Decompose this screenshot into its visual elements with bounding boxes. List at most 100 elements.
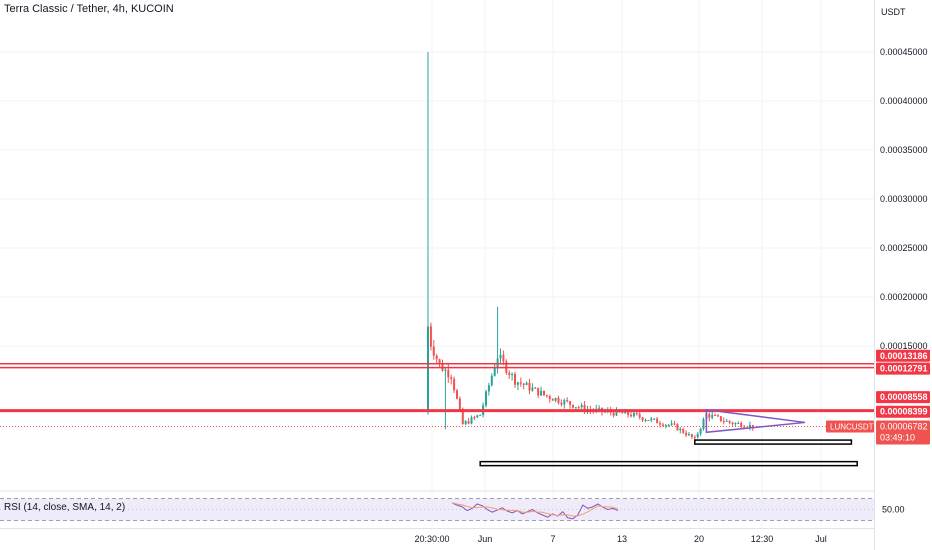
candle [438, 358, 441, 368]
candle [737, 421, 740, 425]
rsi-line [451, 502, 619, 520]
candle-body [528, 382, 531, 391]
candle [531, 383, 534, 392]
candle [731, 421, 734, 426]
candle-body [615, 409, 618, 416]
candle-body [574, 407, 577, 409]
candle-body [673, 423, 676, 425]
candle-body [670, 423, 673, 425]
candle-body [447, 369, 450, 378]
candle [722, 417, 725, 425]
candle-body [444, 369, 447, 371]
candle-body [696, 433, 699, 438]
candle-body [461, 409, 464, 425]
candle-body [560, 402, 563, 405]
candle [641, 416, 644, 422]
level-tag: 0.00012791 [876, 362, 930, 375]
candle-body [676, 423, 679, 431]
candle-body [714, 415, 717, 417]
time-tick-label: 20:30:00 [414, 534, 449, 544]
candle-body [514, 374, 516, 385]
candle-body [659, 423, 661, 425]
candle-body [540, 390, 543, 396]
price-tick-label: 0.00035000 [880, 145, 928, 155]
candle [511, 372, 514, 381]
support-rectangle-lower [479, 460, 858, 467]
candle-body [682, 428, 685, 433]
candle-body [525, 382, 528, 385]
candle-body [725, 420, 728, 422]
support-rectangle-upper [694, 439, 853, 445]
price-tick-label: 0.00025000 [880, 243, 928, 253]
candle [664, 424, 667, 429]
candle-body [635, 412, 638, 415]
candle [543, 390, 545, 397]
candle [685, 430, 688, 438]
candle-body [519, 382, 522, 384]
level-tag-text: 0.00012791 [880, 364, 928, 374]
candle [635, 412, 638, 416]
candle [728, 420, 731, 425]
level-tag: 0.00013186 [876, 349, 930, 362]
candle [456, 388, 458, 400]
candle-body [435, 355, 438, 360]
candle [551, 398, 554, 401]
candle-body [647, 420, 650, 422]
candle [566, 397, 569, 403]
candle-body [580, 404, 583, 408]
candle-body [511, 374, 514, 376]
level-tag-bg [876, 349, 930, 362]
candle-body [476, 415, 479, 418]
candle-body [688, 434, 690, 436]
candle-body [702, 419, 705, 429]
candle-body [577, 407, 580, 409]
candle [508, 370, 511, 379]
candle-body [685, 432, 688, 436]
candle-body [624, 411, 627, 414]
candle [572, 404, 574, 409]
candle [493, 363, 496, 377]
candle [470, 415, 473, 425]
candle [580, 402, 583, 409]
candle-body [722, 421, 725, 423]
candle-body [711, 415, 714, 418]
candle [699, 427, 702, 437]
candle [453, 376, 456, 394]
candle-body [630, 414, 632, 417]
candle [661, 422, 664, 427]
candle-body [563, 400, 566, 405]
ticker-label: LUNCUSDT [830, 423, 874, 432]
candle-body [432, 346, 435, 356]
candle-body [485, 391, 487, 406]
countdown-label: 03:49:10 [880, 433, 915, 443]
candle-body [653, 418, 656, 420]
candle [569, 400, 572, 409]
candle [554, 397, 557, 403]
time-tick-label: Jun [478, 534, 493, 544]
price-tick-label: 0.00040000 [880, 96, 928, 106]
candle-body [543, 390, 545, 396]
candle-body [690, 434, 693, 437]
candle-body [572, 404, 574, 408]
candle [485, 389, 487, 408]
candle-body [656, 418, 659, 424]
candle [725, 418, 728, 422]
candle-body [650, 418, 653, 421]
level-tag: 0.00008399 [876, 405, 930, 418]
level-tag-text: 0.00008558 [880, 392, 928, 402]
price-tick-label: 0.00030000 [880, 194, 928, 204]
candle-body [548, 396, 551, 400]
candle [467, 417, 470, 425]
level-band [0, 409, 874, 413]
candle-body [516, 382, 519, 385]
candle-body [438, 359, 441, 364]
candle [499, 348, 502, 365]
rsi-band [0, 498, 874, 521]
candle [519, 377, 522, 387]
level-tag: 0.00008558 [876, 391, 930, 404]
candle-body [728, 420, 731, 423]
level-tag-text: 0.00013186 [880, 351, 928, 361]
candle-body [621, 412, 624, 414]
